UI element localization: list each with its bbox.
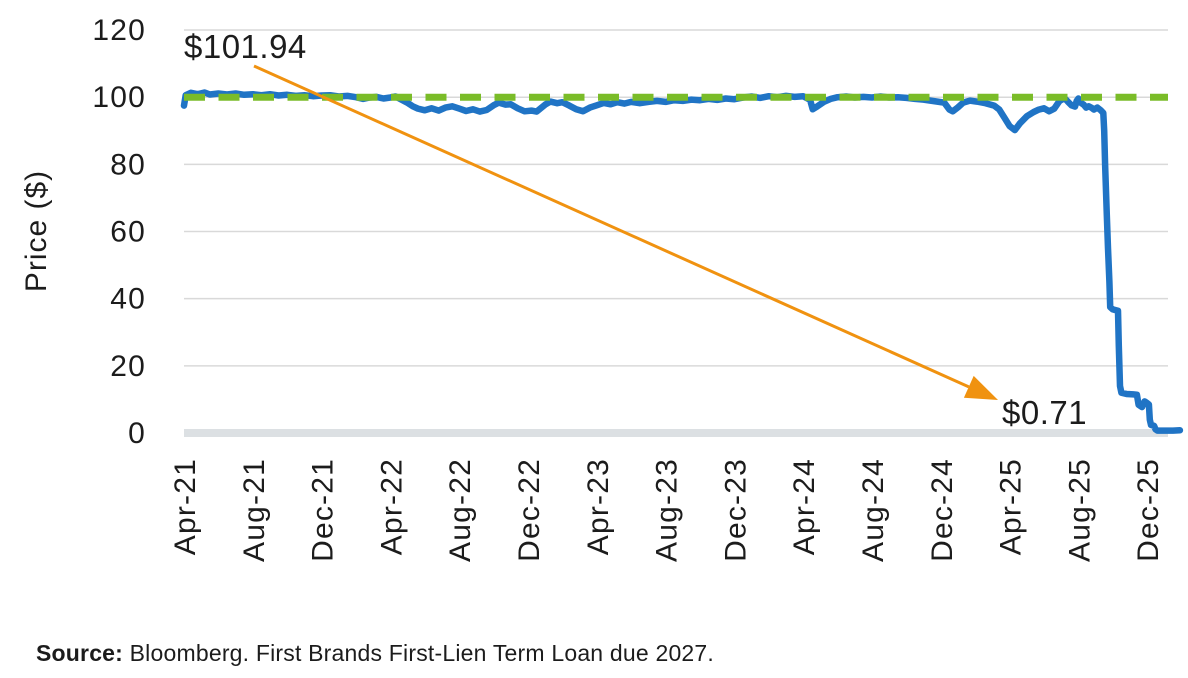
price-line: [180, 89, 1184, 434]
trend-arrow-line: [253, 64, 970, 389]
x-tick-label: Apr-22: [375, 458, 408, 555]
x-tick-label: Aug-21: [238, 458, 271, 562]
price-chart: $101.94 $0.71 120 100 80 60 40 20 0 Apr-21 Aug-21 D…: [20, 14, 1184, 562]
x-tick-label: Apr-21: [169, 458, 202, 555]
y-tick-label: 20: [110, 350, 146, 383]
x-tick-label: Dec-22: [513, 458, 546, 562]
annotation-end-price: $0.71: [1002, 394, 1087, 431]
y-tick-label: 120: [92, 14, 146, 47]
x-tick-label: Apr-24: [788, 458, 821, 555]
source-text: Bloomberg. First Brands First-Lien Term …: [123, 640, 715, 666]
x-tick-label: Aug-22: [444, 458, 477, 562]
y-tick-label: 0: [128, 417, 146, 450]
x-tick-label: Aug-23: [651, 458, 684, 562]
source-label: Source:: [36, 640, 124, 666]
x-tick-label: Dec-25: [1132, 458, 1165, 562]
annotation-start-price: $101.94: [184, 28, 307, 65]
y-tick-label: 60: [110, 216, 146, 249]
y-tick-label: 80: [110, 148, 146, 181]
x-tick-label: Apr-25: [995, 458, 1028, 555]
x-tick-label: Aug-24: [857, 458, 890, 562]
x-tick-label: Dec-23: [719, 458, 752, 562]
y-axis-title: Price ($): [20, 170, 53, 292]
x-tick-label: Dec-24: [926, 458, 959, 562]
y-tick-label: 40: [110, 283, 146, 316]
x-tick-label: Aug-25: [1063, 458, 1096, 562]
y-tick-label: 100: [92, 81, 146, 114]
x-tick-label: Apr-23: [582, 458, 615, 555]
trend-arrow-head: [963, 375, 998, 400]
x-tick-label: Dec-21: [307, 458, 340, 562]
source-note: Source: Bloomberg. First Brands First-Li…: [36, 640, 714, 667]
